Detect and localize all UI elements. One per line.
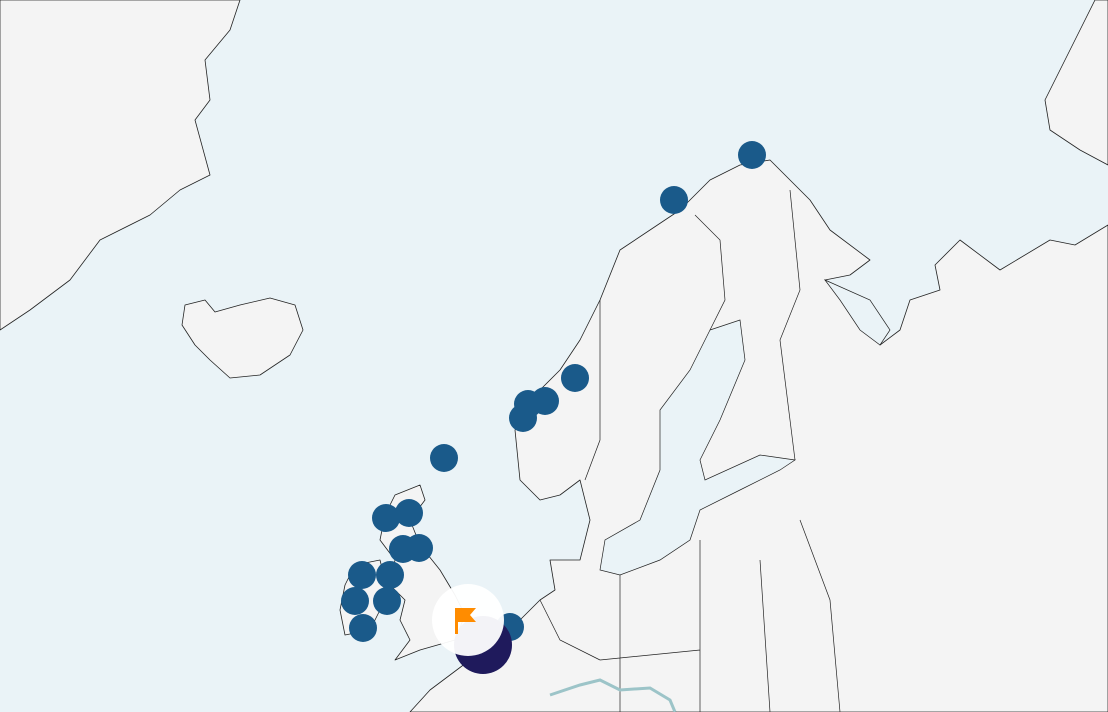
country-borders <box>539 189 841 712</box>
baltic-sea <box>599 319 796 576</box>
location-marker[interactable] <box>660 186 688 214</box>
landmass-greenland <box>0 0 241 331</box>
marker-layer <box>341 141 766 674</box>
location-marker[interactable] <box>373 587 401 615</box>
location-marker[interactable] <box>341 587 369 615</box>
location-marker[interactable] <box>509 404 537 432</box>
white-sea <box>823 279 891 346</box>
location-marker[interactable] <box>376 561 404 589</box>
location-marker[interactable] <box>738 141 766 169</box>
river-danube <box>549 678 677 712</box>
location-marker[interactable] <box>348 561 376 589</box>
landmass-arctic-islands <box>1044 0 1108 166</box>
location-marker[interactable] <box>395 499 423 527</box>
location-marker[interactable] <box>531 387 559 415</box>
flag-icon-pennant <box>458 608 476 622</box>
location-marker[interactable] <box>561 364 589 392</box>
location-marker[interactable] <box>430 444 458 472</box>
location-marker[interactable] <box>372 504 400 532</box>
landmass-europe <box>409 159 1108 712</box>
location-marker[interactable] <box>349 614 377 642</box>
flag-icon <box>455 608 458 634</box>
landmass-iceland <box>181 297 304 379</box>
location-marker[interactable] <box>405 534 433 562</box>
